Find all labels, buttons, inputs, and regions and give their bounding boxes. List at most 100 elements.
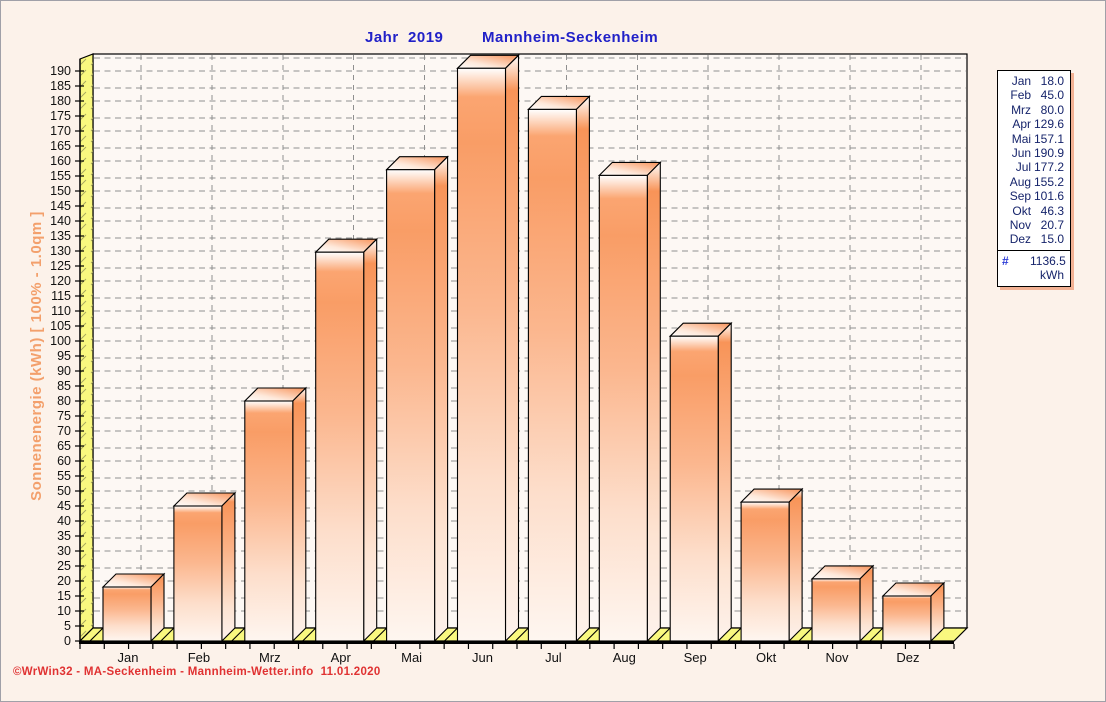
bar-Aug	[585, 161, 662, 643]
legend-row-Jun: Jun 190.9	[1002, 146, 1064, 160]
y-axis-label-145: 145	[50, 199, 71, 213]
bar-Jan	[89, 572, 166, 643]
legend-row-Dez: Dez 15.0	[1002, 232, 1064, 246]
y-axis-label-70: 70	[57, 424, 71, 438]
chart-title-location: Mannheim-Seckenheim	[482, 29, 659, 46]
legend-row-Apr: Apr 129.6	[1002, 117, 1064, 131]
x-axis-label-Feb: Feb	[188, 650, 210, 665]
y-axis-label-125: 125	[50, 259, 71, 273]
bar-Feb	[160, 491, 237, 643]
y-axis-label-10: 10	[57, 604, 71, 618]
y-axis-label-190: 190	[50, 64, 71, 78]
bar-Mai	[373, 155, 449, 643]
x-axis-label-Mrz: Mrz	[259, 650, 281, 665]
legend-value: 177.2	[1033, 160, 1064, 175]
y-axis-label-130: 130	[50, 244, 71, 258]
y-axis-label-175: 175	[50, 109, 71, 123]
legend-month: Nov	[1009, 218, 1032, 233]
x-axis-label-Aug: Aug	[613, 650, 636, 665]
copyright-footer: ©WrWin32 - MA-Seckenheim - Mannheim-Wett…	[13, 666, 381, 678]
x-axis-ticks	[79, 644, 955, 649]
x-axis-label-Okt: Okt	[756, 650, 777, 665]
legend-month: Apr	[1012, 117, 1032, 132]
legend-value: 157.1	[1033, 131, 1064, 146]
bar-Mrz	[231, 386, 308, 643]
legend-value: 18.0	[1040, 74, 1064, 88]
legend-total-value: 1136.5	[1030, 254, 1066, 268]
legend-value: 101.6	[1033, 189, 1064, 204]
y-axis-label-120: 120	[50, 274, 71, 288]
legend-value: 15.0	[1040, 232, 1064, 247]
legend-month: Jul	[1015, 160, 1032, 175]
y-axis-label-165: 165	[50, 139, 71, 153]
y-axis-label-35: 35	[57, 529, 71, 543]
legend-month: Mai	[1011, 131, 1032, 146]
legend-value: 80.0	[1040, 102, 1064, 117]
y-axis-label-90: 90	[57, 364, 71, 378]
y-axis-label-40: 40	[57, 514, 71, 528]
x-axis-label-Mai: Mai	[401, 650, 422, 665]
legend-total-box: # 1136.5 kWh	[997, 250, 1071, 287]
legend-month: Aug	[1009, 174, 1032, 189]
y-axis-label-0: 0	[64, 634, 71, 648]
legend-value: 129.6	[1033, 117, 1064, 132]
legend-row-Mrz: Mrz 80.0	[1002, 103, 1064, 117]
legend-row-Feb: Feb 45.0	[1002, 88, 1064, 102]
legend-row-Mai: Mai 157.1	[1002, 132, 1064, 146]
chart-title-year: Jahr 2019	[365, 29, 444, 46]
y-axis-label-140: 140	[50, 214, 71, 228]
legend-row-Jul: Jul 177.2	[1002, 160, 1064, 174]
y-axis-label-185: 185	[50, 79, 71, 93]
legend-month: Jun	[1011, 146, 1032, 161]
y-axis-label-55: 55	[57, 469, 71, 483]
x-axis-label-Nov: Nov	[825, 650, 849, 665]
left-wall-hatch	[80, 54, 93, 641]
bar-Okt	[727, 487, 804, 643]
y-axis-label-80: 80	[57, 394, 71, 408]
legend-month: Sep	[1009, 189, 1032, 204]
legend-value: 45.0	[1040, 88, 1064, 103]
legend-monthly-values: Jan 18.0 Feb 45.0 Mrz 80.0 Apr 129.6 Mai 157.1 Jun…	[997, 70, 1071, 251]
y-axis-label-160: 160	[50, 154, 71, 168]
legend-month: Dez	[1009, 232, 1032, 247]
y-axis-label-115: 115	[51, 289, 71, 303]
y-axis-label-135: 135	[50, 229, 71, 243]
x-axis-label-Jun: Jun	[472, 650, 493, 665]
y-axis-label-15: 15	[57, 589, 71, 603]
legend-total-label: #	[1002, 254, 1009, 268]
y-axis-ticks	[75, 70, 84, 642]
x-axis-label-Sep: Sep	[684, 650, 707, 665]
y-axis-label-5: 5	[64, 619, 71, 633]
y-axis-label-155: 155	[50, 169, 71, 183]
bar-Sep	[656, 321, 733, 643]
y-axis-label-150: 150	[50, 184, 71, 198]
y-axis-label-85: 85	[57, 379, 71, 393]
y-axis-label-20: 20	[57, 574, 71, 588]
y-axis-label-75: 75	[57, 409, 71, 423]
legend-month: Jan	[1011, 74, 1032, 88]
legend-row-Okt: Okt 46.3	[1002, 204, 1064, 218]
y-axis-label-105: 105	[50, 319, 71, 333]
y-axis-title: Sonnenenergie (kWh) [ 100% - 1.0qm ]	[28, 211, 45, 501]
legend-month: Okt	[1012, 203, 1032, 218]
y-axis-label-110: 110	[51, 304, 71, 318]
legend-value: 20.7	[1040, 218, 1064, 233]
y-axis-label-65: 65	[57, 439, 71, 453]
y-axis-label-30: 30	[57, 544, 71, 558]
y-axis-label-45: 45	[57, 499, 71, 513]
bar-Dez	[869, 581, 946, 643]
x-axis-label-Apr: Apr	[331, 650, 352, 665]
legend-row-Nov: Nov 20.7	[1002, 218, 1064, 232]
x-axis-label-Jan: Jan	[118, 650, 139, 665]
y-axis-label-100: 100	[50, 334, 71, 348]
legend-month: Feb	[1010, 88, 1032, 103]
x-axis-label-Dez: Dez	[896, 650, 919, 665]
legend-row-Jan: Jan 18.0	[1002, 74, 1064, 88]
y-axis-label-25: 25	[57, 559, 71, 573]
bar-Apr	[302, 237, 379, 643]
legend-month: Mrz	[1011, 102, 1032, 117]
y-axis-label-170: 170	[50, 124, 71, 138]
x-axis-label-Jul: Jul	[545, 650, 562, 665]
